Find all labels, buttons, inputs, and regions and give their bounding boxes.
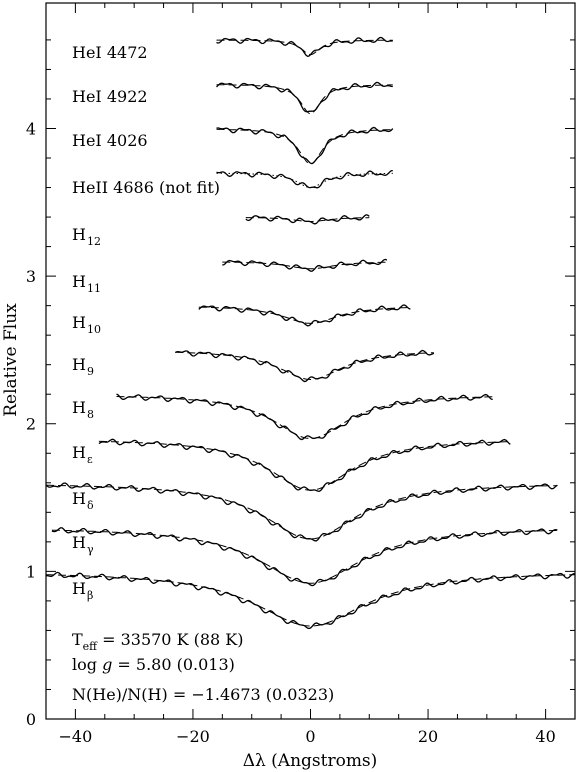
model-spectrum-line bbox=[245, 217, 370, 222]
helium-abundance-annotation: N(He)/N(H) = −1.4673 (0.0323) bbox=[72, 685, 334, 704]
model-spectrum-line bbox=[51, 529, 558, 584]
spectral-line-label: Hγ bbox=[72, 533, 94, 556]
observed-spectrum-line bbox=[116, 393, 493, 441]
fit-parameters: Teff = 33570 K (88 K) log g = 5.80 (0.01… bbox=[72, 630, 334, 704]
spectral-line-label: HeI 4026 bbox=[72, 131, 148, 150]
model-spectrum-line bbox=[198, 306, 411, 324]
y-axis-title: Relative Flux bbox=[1, 303, 21, 417]
logg-annotation: log g = 5.80 (0.013) bbox=[72, 655, 235, 674]
observed-spectrum-line bbox=[245, 214, 370, 225]
x-axis-title: Δλ (Angstroms) bbox=[243, 751, 378, 771]
y-tick-label: 0 bbox=[26, 710, 36, 729]
x-tick-label: 40 bbox=[535, 727, 555, 746]
observed-spectrum-line bbox=[98, 438, 511, 492]
x-tick-label: −40 bbox=[59, 727, 93, 746]
axis-ticks: −40 −20 0 20 40 0 1 2 3 4 bbox=[26, 3, 575, 746]
spectral-line-label: HeII 4686 (not fit) bbox=[72, 178, 220, 197]
spectral-line-label: Hδ bbox=[72, 489, 94, 512]
plot-area bbox=[45, 36, 576, 630]
y-tick-label: 1 bbox=[26, 562, 36, 581]
spectral-line-label: H9 bbox=[72, 355, 94, 378]
model-spectrum-line bbox=[45, 574, 576, 627]
y-tick-label: 3 bbox=[26, 267, 36, 286]
observed-spectrum-line bbox=[216, 169, 393, 189]
model-spectrum-line bbox=[216, 128, 393, 165]
model-spectrum-line bbox=[222, 261, 387, 270]
model-spectrum-line bbox=[116, 396, 493, 439]
x-tick-label: −20 bbox=[176, 727, 210, 746]
observed-spectrum-line bbox=[45, 571, 575, 630]
y-tick-label: 4 bbox=[26, 119, 36, 138]
model-spectrum-line bbox=[175, 351, 434, 381]
line-labels: HeI 4472 HeI 4922 HeI 4026 HeII 4686 (not f… bbox=[72, 43, 220, 602]
plot-frame bbox=[45, 2, 576, 720]
model-spectrum-line bbox=[216, 39, 393, 56]
x-tick-label: 20 bbox=[418, 727, 438, 746]
spectral-line-label: H11 bbox=[72, 272, 101, 295]
x-tick-label: 0 bbox=[305, 727, 315, 746]
model-spectrum-line bbox=[98, 440, 511, 491]
spectral-line-label: Hβ bbox=[72, 579, 93, 602]
model-spectrum-line bbox=[216, 172, 393, 189]
model-spectrum-line bbox=[216, 84, 393, 115]
spectral-line-label: H8 bbox=[72, 398, 94, 421]
spectral-line-label: H12 bbox=[72, 225, 101, 248]
model-spectrum-line bbox=[45, 484, 558, 540]
spectral-line-label: HeI 4922 bbox=[72, 87, 148, 106]
spectral-line-label: HeI 4472 bbox=[72, 43, 148, 62]
spectral-line-label: H10 bbox=[72, 313, 101, 336]
teff-annotation: Teff = 33570 K (88 K) bbox=[72, 630, 243, 653]
observed-spectrum-line bbox=[216, 36, 393, 57]
spectral-line-label: Hε bbox=[72, 443, 93, 466]
observed-spectrum-line bbox=[51, 527, 558, 587]
observed-spectrum-line bbox=[216, 81, 393, 113]
observed-spectrum-line bbox=[198, 304, 411, 327]
y-tick-label: 2 bbox=[26, 415, 36, 434]
observed-spectrum-line bbox=[222, 258, 388, 272]
observed-spectrum-line bbox=[45, 482, 558, 542]
observed-spectrum-line bbox=[174, 349, 435, 383]
